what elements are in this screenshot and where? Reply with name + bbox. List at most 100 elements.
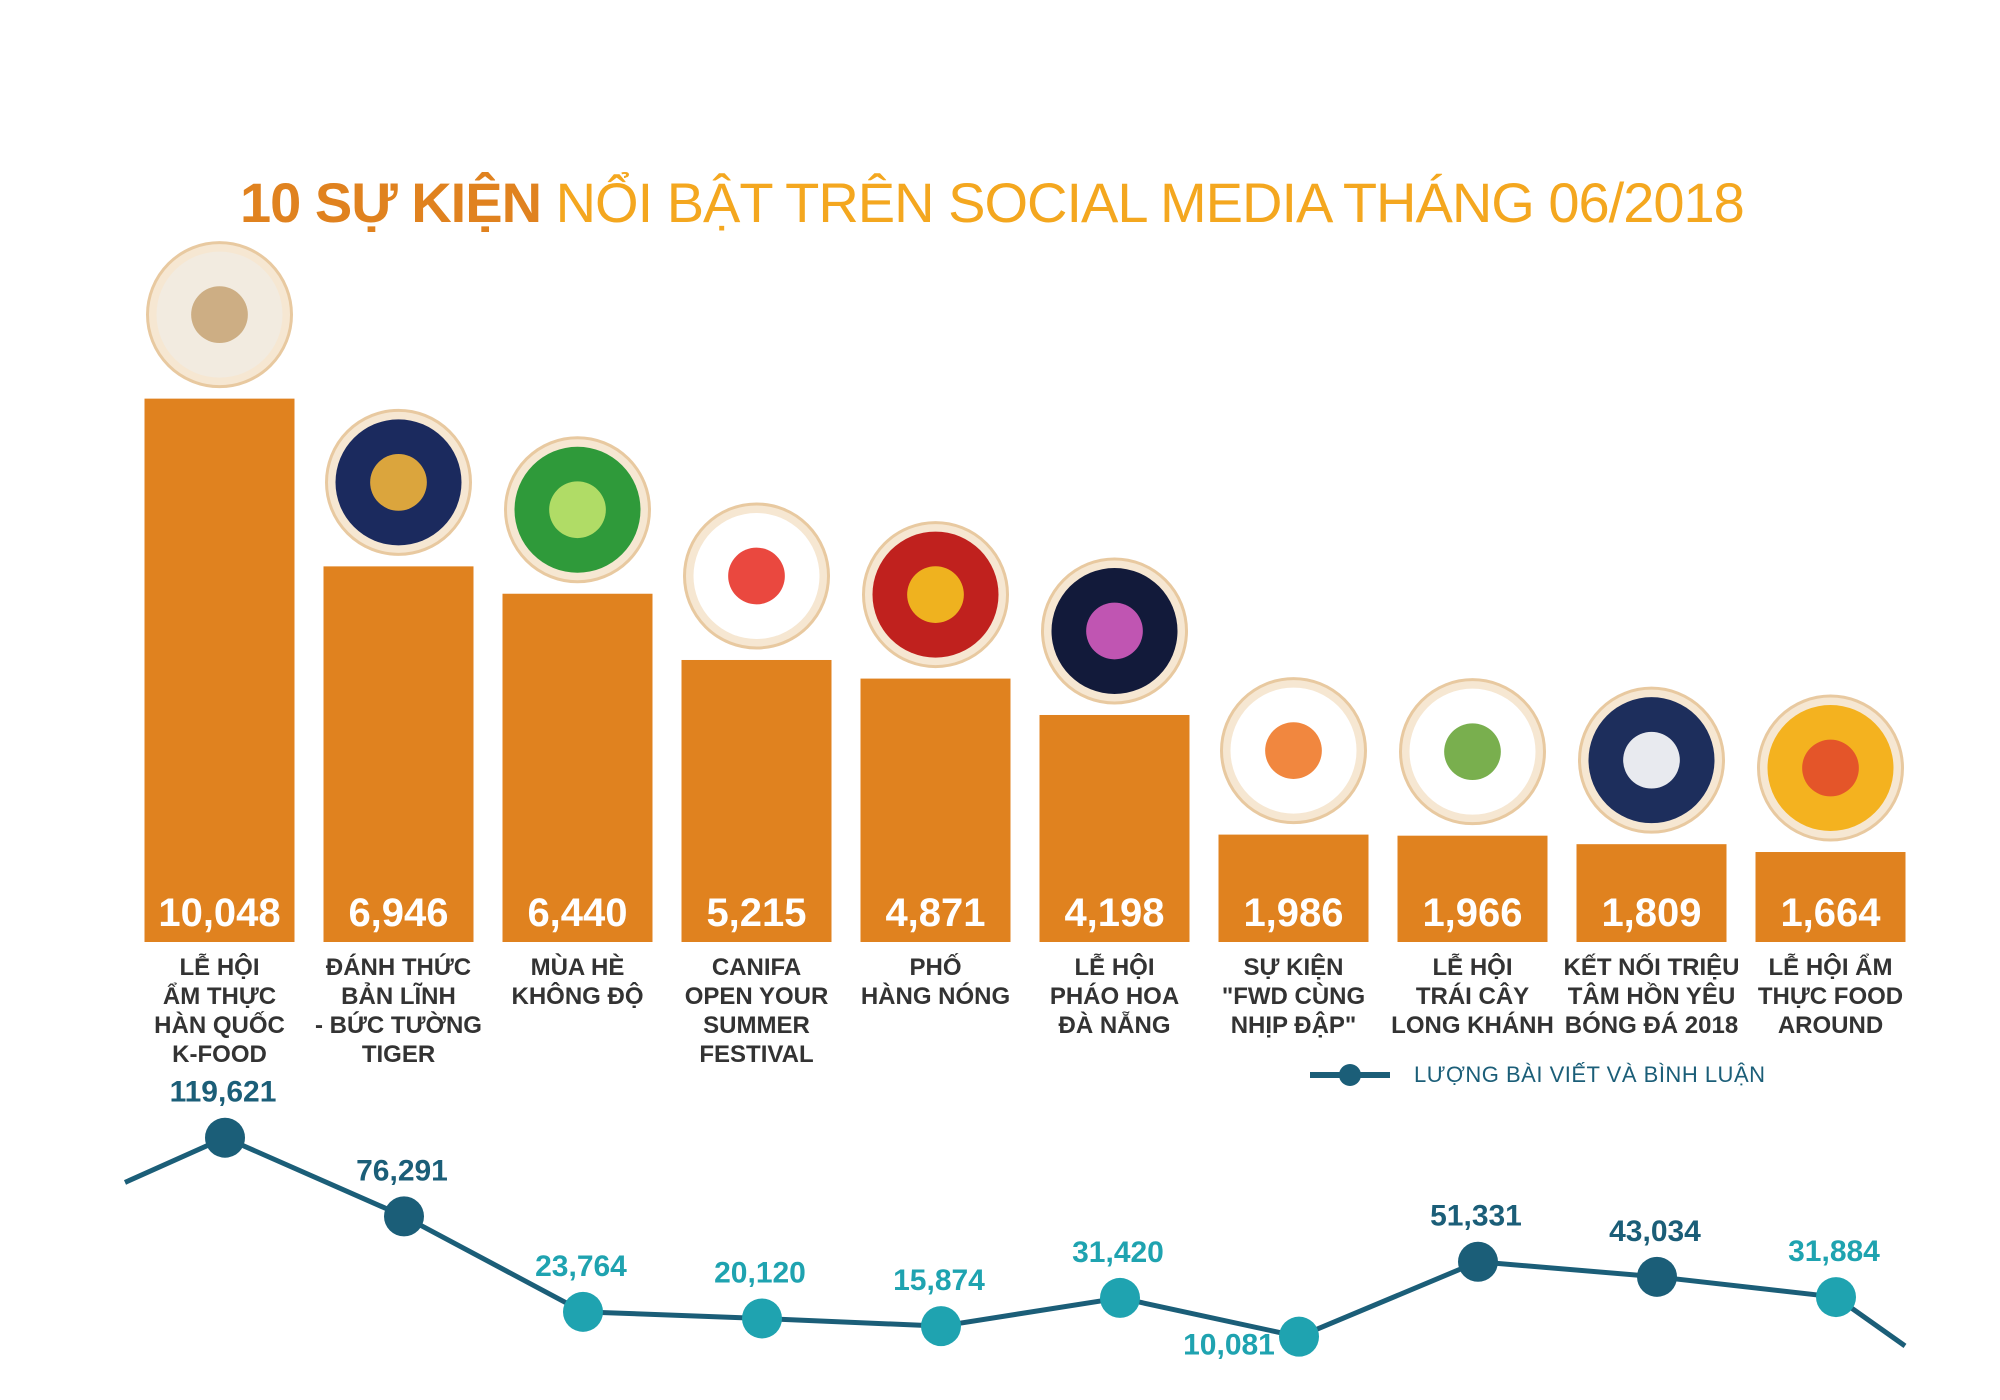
series-line bbox=[123, 1135, 1907, 1348]
bar-value-label: 1,809 bbox=[1601, 891, 1701, 935]
line-point-label: 31,884 bbox=[1788, 1235, 1880, 1268]
category-label: SỰ KIỆN bbox=[1244, 953, 1344, 981]
line-point-label: 119,621 bbox=[170, 1076, 277, 1109]
bar bbox=[1218, 834, 1369, 942]
icon-motif bbox=[907, 566, 964, 623]
kfood-poster-icon bbox=[146, 241, 293, 389]
line-point bbox=[1816, 1277, 1856, 1318]
category-label: THỰC FOOD bbox=[1758, 983, 1903, 1010]
category-label: OPEN YOUR bbox=[685, 983, 829, 1010]
food-around-icon bbox=[1757, 694, 1904, 842]
line-point bbox=[742, 1298, 782, 1339]
line-point-label: 51,331 bbox=[1430, 1200, 1522, 1233]
icon-motif bbox=[191, 286, 248, 343]
category-label: LONG KHÁNH bbox=[1391, 1011, 1554, 1039]
category-label: PHÁO HOA bbox=[1050, 982, 1179, 1010]
line-point-label: 31,420 bbox=[1072, 1236, 1164, 1269]
category-label: LỄ HỘI ẨM bbox=[1769, 952, 1893, 981]
category-label: TÂM HỒN YÊU bbox=[1568, 982, 1736, 1010]
line-point bbox=[1458, 1241, 1498, 1282]
line-point bbox=[205, 1117, 245, 1158]
legend: LƯỢNG BÀI VIẾT VÀ BÌNH LUẬN bbox=[1310, 1062, 1766, 1088]
category-label: NHỊP ĐẬP" bbox=[1231, 1011, 1357, 1039]
category-label: SUMMER bbox=[703, 1012, 810, 1039]
legend-line-marker bbox=[1310, 1064, 1390, 1086]
line-point bbox=[921, 1306, 961, 1347]
soccer-ball-icon bbox=[1578, 686, 1725, 834]
category-label: TRÁI CÂY bbox=[1416, 982, 1529, 1010]
legend-label: LƯỢNG BÀI VIẾT VÀ BÌNH LUẬN bbox=[1414, 1062, 1766, 1087]
bar-value-label: 6,440 bbox=[527, 891, 627, 935]
line-point bbox=[1637, 1256, 1677, 1297]
bar-value-label: 4,871 bbox=[885, 891, 985, 935]
icon-motif bbox=[1444, 723, 1501, 781]
bar bbox=[144, 398, 295, 942]
bar-value-label: 1,966 bbox=[1422, 891, 1522, 935]
category-label: MÙA HÈ bbox=[531, 953, 625, 981]
category-label: PHỐ bbox=[909, 953, 961, 981]
category-label: BẢN LĨNH bbox=[341, 981, 456, 1010]
bar bbox=[681, 659, 832, 942]
bar-value-label: 1,664 bbox=[1780, 891, 1881, 935]
bar-value-label: 10,048 bbox=[158, 891, 280, 935]
category-label: TIGER bbox=[362, 1041, 435, 1068]
category-label: BÓNG ĐÁ 2018 bbox=[1565, 1011, 1738, 1039]
bar bbox=[1576, 844, 1727, 942]
line-point-label: 20,120 bbox=[714, 1256, 806, 1289]
bar bbox=[860, 678, 1011, 942]
category-label: CANIFA bbox=[712, 954, 801, 981]
fireworks-icon bbox=[1041, 557, 1188, 705]
icons-layer bbox=[146, 241, 1904, 842]
bar bbox=[1039, 714, 1190, 942]
line-point-label: 76,291 bbox=[356, 1154, 448, 1187]
bar-value-label: 1,986 bbox=[1243, 891, 1343, 935]
bar bbox=[1755, 852, 1906, 942]
mua-he-khong-do-icon bbox=[504, 436, 651, 584]
category-label: FESTIVAL bbox=[699, 1041, 813, 1068]
line-point bbox=[563, 1291, 603, 1332]
icon-motif bbox=[1265, 722, 1322, 779]
category-label: HÀNG NÓNG bbox=[861, 982, 1010, 1010]
category-label: - BỨC TƯỜNG bbox=[315, 1011, 482, 1039]
bar bbox=[1397, 835, 1548, 942]
icon-motif bbox=[1802, 739, 1859, 797]
bar-value-label: 6,946 bbox=[348, 891, 448, 935]
title-part-1: 10 SỰ KIỆN bbox=[240, 171, 542, 234]
open-your-summer-festival-icon bbox=[683, 502, 830, 650]
icon-motif bbox=[1623, 731, 1680, 789]
bar-value-label: 4,198 bbox=[1064, 891, 1164, 935]
category-label: KẾT NỐI TRIỆU bbox=[1563, 953, 1739, 981]
category-label: "FWD CÙNG bbox=[1222, 982, 1365, 1010]
trai-cay-icon bbox=[1399, 678, 1546, 826]
line-point-label: 10,081 bbox=[1183, 1329, 1275, 1362]
bar-value-label: 5,215 bbox=[706, 891, 806, 935]
icon-motif bbox=[549, 481, 606, 539]
line-point bbox=[384, 1196, 424, 1237]
bars-layer: 10,048 6,946 6,440 5,215 4,871 4,198 1,986 1,96… bbox=[144, 398, 1906, 942]
icon-motif bbox=[728, 547, 785, 605]
icon-motif bbox=[1086, 602, 1143, 660]
line-point bbox=[1279, 1316, 1319, 1357]
icon-motif bbox=[370, 454, 427, 511]
category-label: LỄ HỘI bbox=[1074, 952, 1154, 981]
tiger-icon bbox=[325, 408, 472, 556]
bar bbox=[323, 566, 474, 942]
headphones-heart-icon bbox=[1220, 677, 1367, 825]
category-label: ĐÀ NẴNG bbox=[1059, 1011, 1171, 1039]
title-part-2: NỔI BẬT TRÊN SOCIAL MEDIA THÁNG 06/2018 bbox=[541, 171, 1745, 234]
category-label: K-FOOD bbox=[172, 1041, 267, 1068]
line-point-label: 43,034 bbox=[1609, 1215, 1701, 1248]
category-label: LỄ HỘI bbox=[1432, 952, 1512, 981]
category-label: KHÔNG ĐỘ bbox=[512, 982, 644, 1010]
category-label: HÀN QUỐC bbox=[154, 1011, 285, 1039]
page-title: 10 SỰ KIỆN NỔI BẬT TRÊN SOCIAL MEDIA THÁ… bbox=[240, 170, 1745, 235]
line-point bbox=[1100, 1277, 1140, 1318]
line-point-label: 23,764 bbox=[535, 1250, 627, 1283]
category-label: ĐÁNH THỨC bbox=[326, 953, 471, 981]
line-point-label: 15,874 bbox=[893, 1264, 985, 1297]
bar bbox=[502, 593, 653, 942]
pho-hang-nong-icon bbox=[862, 521, 1009, 669]
